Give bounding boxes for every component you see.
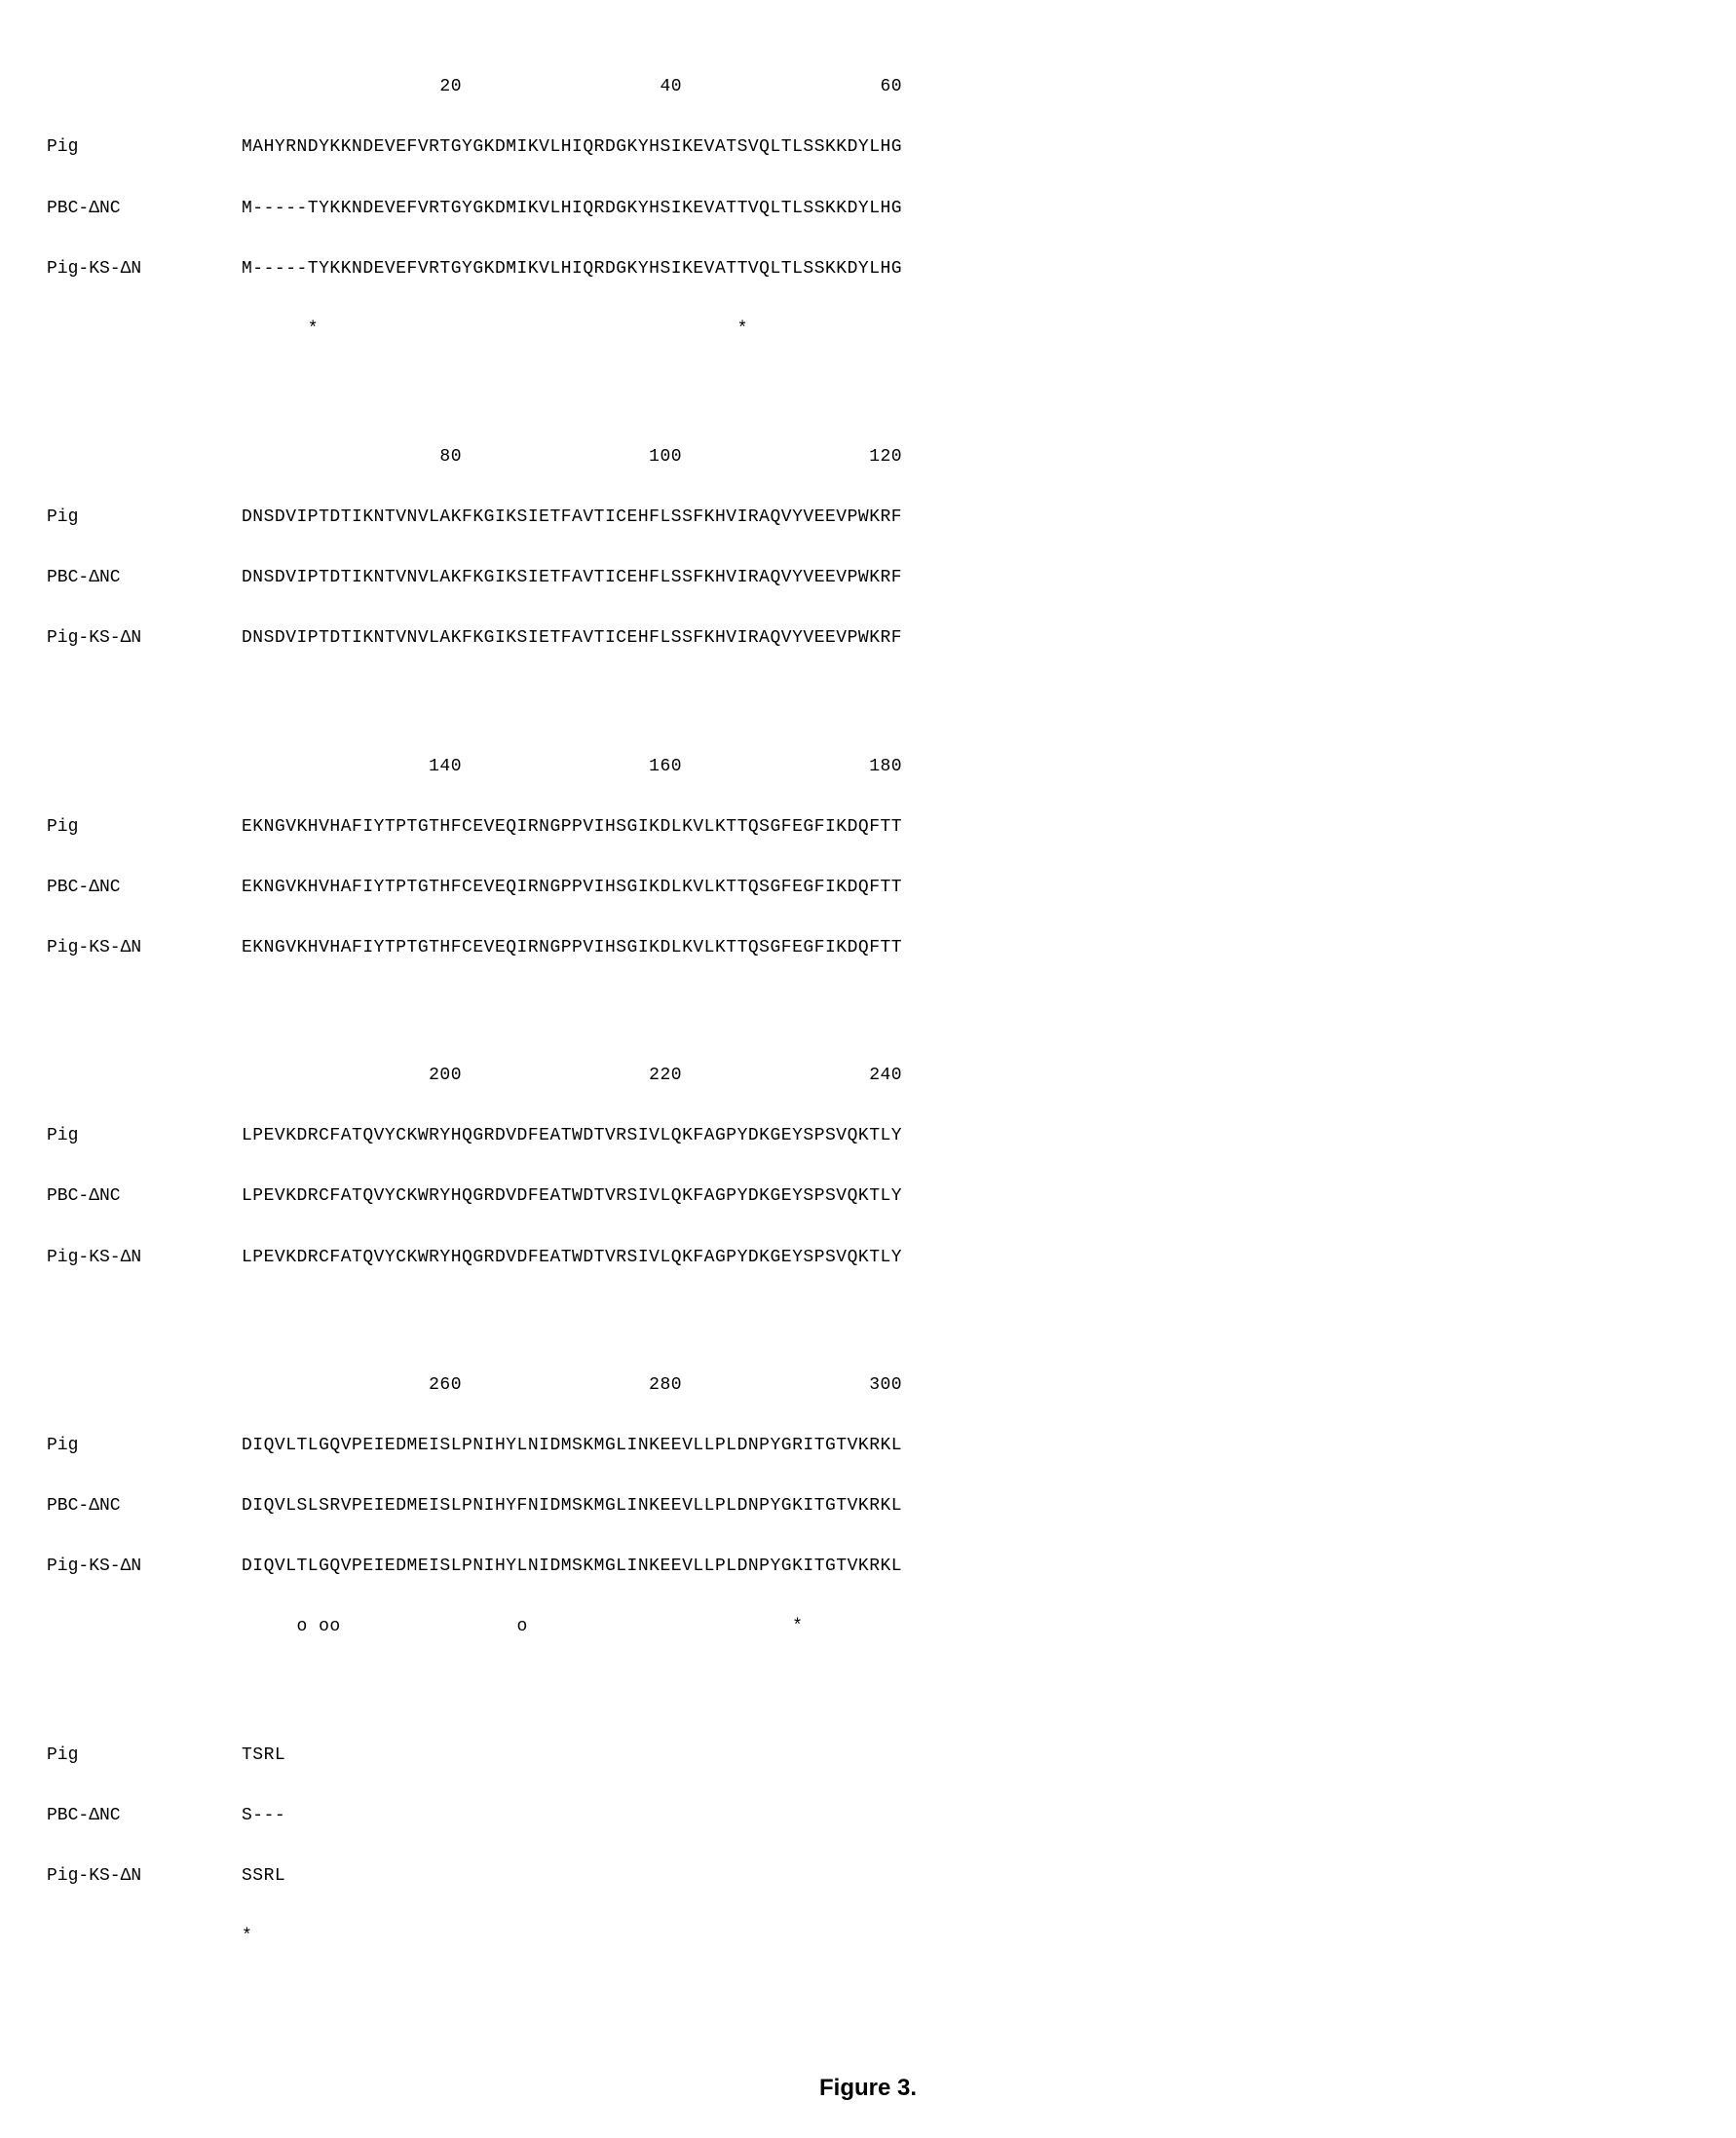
position-ruler: 140 160 180 xyxy=(242,757,902,777)
ruler-label xyxy=(47,757,242,777)
alignment-block: 140 160 180 Pig EKNGVKHVHAFIYTPTGTHFCEVE… xyxy=(47,716,1689,998)
sequence-text: LPEVKDRCFATQVYCKWRYHQGRDVDFEATWDTVRSIVLQ… xyxy=(242,1248,902,1268)
conservation-markers: * xyxy=(242,1927,285,1947)
sequence-row: Pig LPEVKDRCFATQVYCKWRYHQGRDVDFEATWDTVRS… xyxy=(47,1126,1689,1146)
sequence-row: PBC-ΔNC M-----TYKKNDEVEFVRTGYGKDMIKVLHIQ… xyxy=(47,199,1689,219)
conservation-markers: o oo o * xyxy=(242,1617,902,1637)
position-ruler: 20 40 60 xyxy=(242,77,902,97)
marker-row: o oo o * xyxy=(47,1617,1689,1637)
sequence-text: TSRL xyxy=(242,1745,285,1766)
position-ruler: 80 100 120 xyxy=(242,447,902,468)
sequence-alignment: 20 40 60 Pig MAHYRNDYKKNDEVEFVRTGYGKDMIK… xyxy=(47,37,1689,1987)
sequence-row: Pig-KS-ΔN SSRL xyxy=(47,1866,1689,1887)
sequence-label: PBC-ΔNC xyxy=(47,878,242,898)
sequence-label: PBC-ΔNC xyxy=(47,1496,242,1517)
sequence-row: Pig DNSDVIPTDTIKNTVNVLAKFKGIKSIETFAVTICE… xyxy=(47,507,1689,528)
sequence-row: Pig DIQVLTLGQVPEIEDMEISLPNIHYLNIDMSKMGLI… xyxy=(47,1436,1689,1456)
ruler-label xyxy=(47,1375,242,1396)
sequence-label: Pig xyxy=(47,1745,242,1766)
sequence-label: PBC-ΔNC xyxy=(47,1186,242,1207)
position-ruler: 200 220 240 xyxy=(242,1066,902,1086)
alignment-block: Pig TSRL PBC-ΔNC S--- Pig-KS-ΔN SSRL * xyxy=(47,1705,1689,1987)
ruler-row: 20 40 60 xyxy=(47,77,1689,97)
sequence-row: Pig MAHYRNDYKKNDEVEFVRTGYGKDMIKVLHIQRDGK… xyxy=(47,137,1689,158)
sequence-text: DNSDVIPTDTIKNTVNVLAKFKGIKSIETFAVTICEHFLS… xyxy=(242,568,902,588)
ruler-row: 140 160 180 xyxy=(47,757,1689,777)
sequence-text: LPEVKDRCFATQVYCKWRYHQGRDVDFEATWDTVRSIVLQ… xyxy=(242,1186,902,1207)
marker-row: * * xyxy=(47,319,1689,340)
sequence-text: EKNGVKHVHAFIYTPTGTHFCEVEQIRNGPPVIHSGIKDL… xyxy=(242,878,902,898)
sequence-label: Pig-KS-ΔN xyxy=(47,628,242,649)
marker-label xyxy=(47,319,242,340)
sequence-row: PBC-ΔNC LPEVKDRCFATQVYCKWRYHQGRDVDFEATWD… xyxy=(47,1186,1689,1207)
sequence-label: Pig xyxy=(47,507,242,528)
marker-label xyxy=(47,1927,242,1947)
sequence-text: S--- xyxy=(242,1806,285,1826)
sequence-label: Pig xyxy=(47,137,242,158)
alignment-block: 80 100 120 Pig DNSDVIPTDTIKNTVNVLAKFKGIK… xyxy=(47,407,1689,690)
sequence-label: Pig-KS-ΔN xyxy=(47,938,242,958)
sequence-label: Pig xyxy=(47,1126,242,1146)
sequence-text: M-----TYKKNDEVEFVRTGYGKDMIKVLHIQRDGKYHSI… xyxy=(242,199,902,219)
ruler-label xyxy=(47,447,242,468)
ruler-label xyxy=(47,1066,242,1086)
ruler-row: 80 100 120 xyxy=(47,447,1689,468)
sequence-text: DIQVLTLGQVPEIEDMEISLPNIHYLNIDMSKMGLINKEE… xyxy=(242,1436,902,1456)
sequence-row: Pig-KS-ΔN M-----TYKKNDEVEFVRTGYGKDMIKVLH… xyxy=(47,259,1689,280)
ruler-label xyxy=(47,77,242,97)
sequence-text: EKNGVKHVHAFIYTPTGTHFCEVEQIRNGPPVIHSGIKDL… xyxy=(242,817,902,838)
sequence-row: PBC-ΔNC DIQVLSLSRVPEIEDMEISLPNIHYFNIDMSK… xyxy=(47,1496,1689,1517)
marker-row: * xyxy=(47,1927,1689,1947)
conservation-markers: * * xyxy=(242,319,902,340)
marker-label xyxy=(47,1617,242,1637)
sequence-row: Pig-KS-ΔN DIQVLTLGQVPEIEDMEISLPNIHYLNIDM… xyxy=(47,1557,1689,1577)
sequence-row: Pig EKNGVKHVHAFIYTPTGTHFCEVEQIRNGPPVIHSG… xyxy=(47,817,1689,838)
sequence-text: DNSDVIPTDTIKNTVNVLAKFKGIKSIETFAVTICEHFLS… xyxy=(242,507,902,528)
ruler-row: 200 220 240 xyxy=(47,1066,1689,1086)
sequence-row: Pig-KS-ΔN LPEVKDRCFATQVYCKWRYHQGRDVDFEAT… xyxy=(47,1248,1689,1268)
sequence-text: MAHYRNDYKKNDEVEFVRTGYGKDMIKVLHIQRDGKYHSI… xyxy=(242,137,902,158)
figure-caption: Figure 3. xyxy=(47,2075,1689,2102)
alignment-block: 200 220 240 Pig LPEVKDRCFATQVYCKWRYHQGRD… xyxy=(47,1026,1689,1308)
sequence-label: Pig-KS-ΔN xyxy=(47,259,242,280)
sequence-text: M-----TYKKNDEVEFVRTGYGKDMIKVLHIQRDGKYHSI… xyxy=(242,259,902,280)
sequence-label: Pig xyxy=(47,1436,242,1456)
sequence-row: Pig-KS-ΔN DNSDVIPTDTIKNTVNVLAKFKGIKSIETF… xyxy=(47,628,1689,649)
sequence-label: Pig-KS-ΔN xyxy=(47,1866,242,1887)
alignment-block: 260 280 300 Pig DIQVLTLGQVPEIEDMEISLPNIH… xyxy=(47,1335,1689,1678)
ruler-row: 260 280 300 xyxy=(47,1375,1689,1396)
sequence-text: DIQVLTLGQVPEIEDMEISLPNIHYLNIDMSKMGLINKEE… xyxy=(242,1557,902,1577)
sequence-row: PBC-ΔNC S--- xyxy=(47,1806,1689,1826)
sequence-row: Pig-KS-ΔN EKNGVKHVHAFIYTPTGTHFCEVEQIRNGP… xyxy=(47,938,1689,958)
sequence-row: Pig TSRL xyxy=(47,1745,1689,1766)
sequence-label: PBC-ΔNC xyxy=(47,1806,242,1826)
sequence-text: LPEVKDRCFATQVYCKWRYHQGRDVDFEATWDTVRSIVLQ… xyxy=(242,1126,902,1146)
sequence-text: DNSDVIPTDTIKNTVNVLAKFKGIKSIETFAVTICEHFLS… xyxy=(242,628,902,649)
sequence-label: PBC-ΔNC xyxy=(47,199,242,219)
sequence-label: Pig-KS-ΔN xyxy=(47,1557,242,1577)
sequence-text: SSRL xyxy=(242,1866,285,1887)
sequence-text: EKNGVKHVHAFIYTPTGTHFCEVEQIRNGPPVIHSGIKDL… xyxy=(242,938,902,958)
position-ruler: 260 280 300 xyxy=(242,1375,902,1396)
sequence-text: DIQVLSLSRVPEIEDMEISLPNIHYFNIDMSKMGLINKEE… xyxy=(242,1496,902,1517)
sequence-label: PBC-ΔNC xyxy=(47,568,242,588)
sequence-row: PBC-ΔNC EKNGVKHVHAFIYTPTGTHFCEVEQIRNGPPV… xyxy=(47,878,1689,898)
sequence-label: Pig-KS-ΔN xyxy=(47,1248,242,1268)
sequence-row: PBC-ΔNC DNSDVIPTDTIKNTVNVLAKFKGIKSIETFAV… xyxy=(47,568,1689,588)
alignment-block: 20 40 60 Pig MAHYRNDYKKNDEVEFVRTGYGKDMIK… xyxy=(47,37,1689,380)
sequence-label: Pig xyxy=(47,817,242,838)
